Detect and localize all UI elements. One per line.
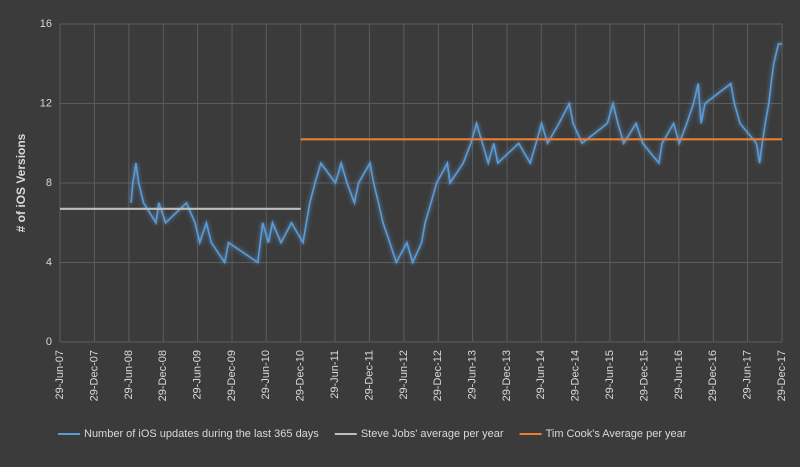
x-tick-label: 29-Jun-12 bbox=[398, 350, 410, 400]
y-tick-label: 12 bbox=[40, 97, 52, 109]
x-tick-label: 29-Jun-09 bbox=[191, 350, 203, 400]
x-tick-label: 29-Dec-16 bbox=[707, 350, 719, 401]
legend-label: Tim Cook's Average per year bbox=[546, 428, 687, 440]
x-tick-label: 29-Jun-11 bbox=[329, 350, 341, 399]
x-tick-label: 29-Jun-16 bbox=[673, 350, 685, 400]
legend-label: Steve Jobs' average per year bbox=[361, 428, 504, 440]
y-tick-label: 4 bbox=[46, 256, 52, 268]
x-tick-label: 29-Jun-15 bbox=[604, 350, 616, 400]
x-tick-label: 29-Jun-14 bbox=[535, 350, 547, 400]
x-tick-label: 29-Dec-09 bbox=[226, 350, 238, 401]
x-tick-label: 29-Dec-15 bbox=[638, 350, 650, 401]
x-tick-label: 29-Jun-07 bbox=[54, 350, 66, 400]
x-tick-label: 29-Jun-08 bbox=[123, 350, 135, 400]
y-tick-label: 0 bbox=[46, 336, 52, 348]
x-tick-label: 29-Jun-10 bbox=[260, 350, 272, 400]
y-tick-label: 16 bbox=[40, 18, 52, 30]
x-tick-label: 29-Jun-13 bbox=[466, 350, 478, 400]
x-tick-label: 29-Dec-13 bbox=[501, 350, 513, 401]
y-axis-label: # of iOS Versions bbox=[14, 133, 28, 232]
series-line bbox=[130, 43, 782, 265]
x-tick-label: 29-Dec-08 bbox=[157, 350, 169, 401]
x-tick-label: 29-Dec-17 bbox=[776, 350, 788, 401]
legend-label: Number of iOS updates during the last 36… bbox=[84, 428, 319, 440]
x-tick-label: 29-Jun-17 bbox=[741, 350, 753, 400]
x-tick-label: 29-Dec-07 bbox=[88, 350, 100, 401]
y-tick-label: 8 bbox=[46, 177, 52, 189]
x-tick-label: 29-Dec-14 bbox=[570, 350, 582, 401]
x-tick-label: 29-Dec-11 bbox=[363, 350, 375, 401]
x-tick-label: 29-Dec-12 bbox=[432, 350, 444, 401]
x-tick-label: 29-Dec-10 bbox=[295, 350, 307, 401]
